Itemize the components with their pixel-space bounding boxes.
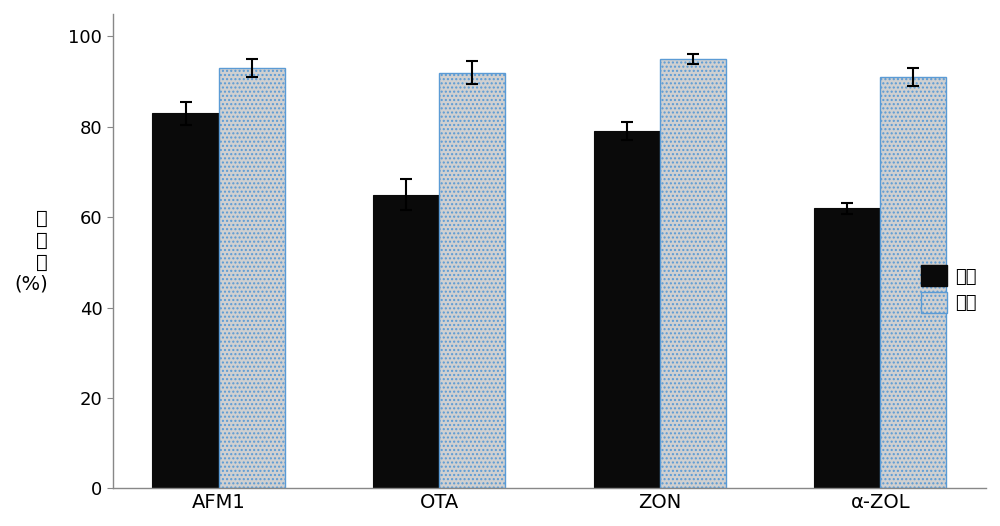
Legend: 甲醇, 乙腔: 甲醇, 乙腔 <box>921 266 977 312</box>
Bar <box>439 73 505 488</box>
Bar <box>219 68 285 488</box>
Bar <box>373 195 439 488</box>
Bar <box>594 132 660 488</box>
Bar <box>152 113 219 488</box>
Y-axis label: 回
收
率
(%): 回 收 率 (%) <box>14 209 48 294</box>
Bar <box>880 77 946 488</box>
Bar <box>660 59 726 488</box>
Bar <box>814 208 880 488</box>
